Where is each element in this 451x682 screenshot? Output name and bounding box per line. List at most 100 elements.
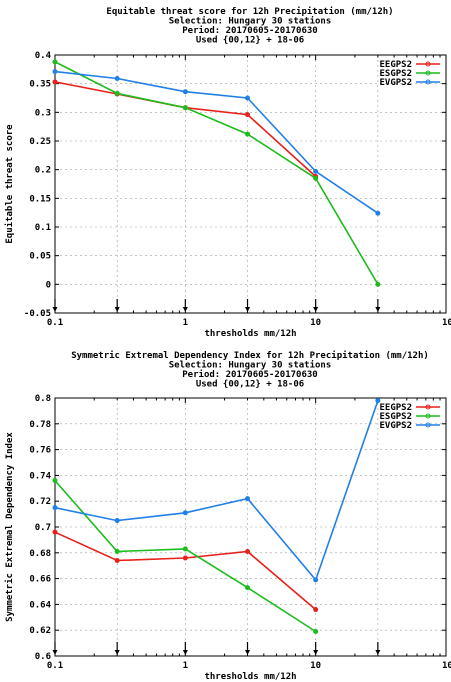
data-point-esgps2 <box>52 478 58 484</box>
data-point-esgps2 <box>245 131 251 137</box>
y-tick-label: 0.05 <box>29 252 51 262</box>
x-tick-label: 1 <box>183 318 188 328</box>
data-point-esgps2 <box>52 59 58 65</box>
data-point-esgps2 <box>313 628 319 634</box>
threshold-arrow-head <box>52 650 58 655</box>
legend-swatch-marker <box>425 413 431 419</box>
data-point-evgps2 <box>375 210 381 216</box>
data-point-esgps2 <box>114 549 120 555</box>
data-point-eegps2 <box>245 549 251 555</box>
chart-title-line: Selection: Hungary 30 stations <box>169 360 332 371</box>
y-tick-label: 0.78 <box>29 420 51 430</box>
plot-frame <box>54 54 447 314</box>
threshold-arrow-head <box>313 307 319 312</box>
legend-label: EVGPS2 <box>379 78 412 88</box>
data-point-eegps2 <box>114 558 120 564</box>
legend-label: EEGPS2 <box>379 403 412 413</box>
threshold-arrow-head <box>375 307 381 312</box>
sedi-chart: Symmetric Extremal Dependency Index for … <box>4 350 451 682</box>
y-tick-label: 0.4 <box>35 51 52 61</box>
y-tick-label: 0.35 <box>29 80 51 90</box>
data-point-evgps2 <box>182 510 188 516</box>
y-tick-label: 0.66 <box>29 575 51 585</box>
threshold-arrow-head <box>375 650 381 655</box>
data-point-eegps2 <box>313 607 319 613</box>
x-tick-label: 10 <box>442 318 451 328</box>
chart-title-line: Period: 20170605-20170630 <box>182 25 317 36</box>
data-point-eegps2 <box>52 529 58 535</box>
y-tick-label: 0.68 <box>29 549 51 559</box>
chart-title-line: Period: 20170605-20170630 <box>182 369 317 380</box>
data-point-evgps2 <box>52 69 58 75</box>
threshold-arrow-head <box>245 307 251 312</box>
x-axis-label: thresholds mm/12h <box>204 672 296 682</box>
data-point-evgps2 <box>245 496 251 502</box>
series-line-evgps2 <box>54 400 379 582</box>
y-tick-label: 0.25 <box>29 137 51 147</box>
y-tick-label: 0.6 <box>35 652 51 662</box>
threshold-arrow-head <box>245 650 251 655</box>
y-tick-label: 0.2 <box>35 166 51 176</box>
y-tick-label: -0.05 <box>24 309 51 319</box>
y-axis-label: Symmetric Extremal Dependency Index <box>4 432 15 622</box>
chart-title-line: Used {00,12} + 18-06 <box>196 36 304 46</box>
data-point-eegps2 <box>182 555 188 561</box>
y-tick-label: 0.8 <box>35 394 51 404</box>
x-tick-label: 1 <box>183 661 188 671</box>
series-line-evgps2 <box>54 70 379 214</box>
threshold-arrow-head <box>114 307 120 312</box>
x-tick-label: 0.1 <box>47 318 63 328</box>
ets-chart: Equitable threat score for 12h Precipita… <box>4 6 451 339</box>
chart-title-line: Symmetric Extremal Dependency Index for … <box>71 350 429 361</box>
legend-label: ESGPS2 <box>379 69 412 79</box>
chart-title-line: Equitable threat score for 12h Precipita… <box>106 6 393 17</box>
data-point-evgps2 <box>114 518 120 524</box>
data-point-esgps2 <box>114 90 120 96</box>
legend-swatch-marker <box>425 79 431 85</box>
y-axis-label: Equitable threat score <box>4 124 15 244</box>
data-point-esgps2 <box>313 175 319 181</box>
data-point-esgps2 <box>182 546 188 552</box>
x-tick-label: 10 <box>310 318 321 328</box>
data-point-esgps2 <box>182 105 188 111</box>
threshold-arrow-head <box>182 650 188 655</box>
chart-title-line: Used {00,12} + 18-06 <box>196 380 304 390</box>
x-axis-label: thresholds mm/12h <box>204 329 296 339</box>
data-point-eegps2 <box>245 112 251 118</box>
data-point-evgps2 <box>375 398 381 404</box>
series-line-esgps2 <box>54 61 379 285</box>
data-point-evgps2 <box>114 76 120 82</box>
threshold-arrow-head <box>52 307 58 312</box>
y-tick-label: 0.7 <box>35 523 51 533</box>
chart-title-line: Selection: Hungary 30 stations <box>169 16 332 27</box>
data-point-evgps2 <box>182 89 188 95</box>
y-tick-label: 0.62 <box>29 626 51 636</box>
legend-swatch-marker <box>425 422 431 428</box>
y-tick-label: 0.3 <box>35 108 51 118</box>
y-tick-label: 0 <box>46 280 51 290</box>
y-tick-label: 0.74 <box>29 471 51 481</box>
y-tick-label: 0.72 <box>29 497 51 507</box>
data-point-evgps2 <box>52 505 58 511</box>
legend-swatch-marker <box>425 61 431 67</box>
y-tick-label: 0.64 <box>29 600 51 610</box>
x-tick-label: 10 <box>442 661 451 671</box>
threshold-arrow-head <box>182 307 188 312</box>
x-tick-label: 0.1 <box>47 661 63 671</box>
y-tick-label: 0.15 <box>29 194 51 204</box>
y-tick-label: 0.1 <box>35 223 51 233</box>
data-point-evgps2 <box>313 577 319 583</box>
threshold-arrow-head <box>114 650 120 655</box>
data-point-esgps2 <box>245 585 251 591</box>
data-point-esgps2 <box>375 281 381 287</box>
y-tick-label: 0.76 <box>29 446 51 456</box>
x-tick-label: 10 <box>310 661 321 671</box>
legend-label: EVGPS2 <box>379 421 412 431</box>
threshold-arrow-head <box>313 650 319 655</box>
legend-label: EEGPS2 <box>379 60 412 70</box>
legend-swatch-marker <box>425 404 431 410</box>
legend-swatch-marker <box>425 70 431 76</box>
data-point-evgps2 <box>313 168 319 174</box>
data-point-eegps2 <box>52 79 58 85</box>
